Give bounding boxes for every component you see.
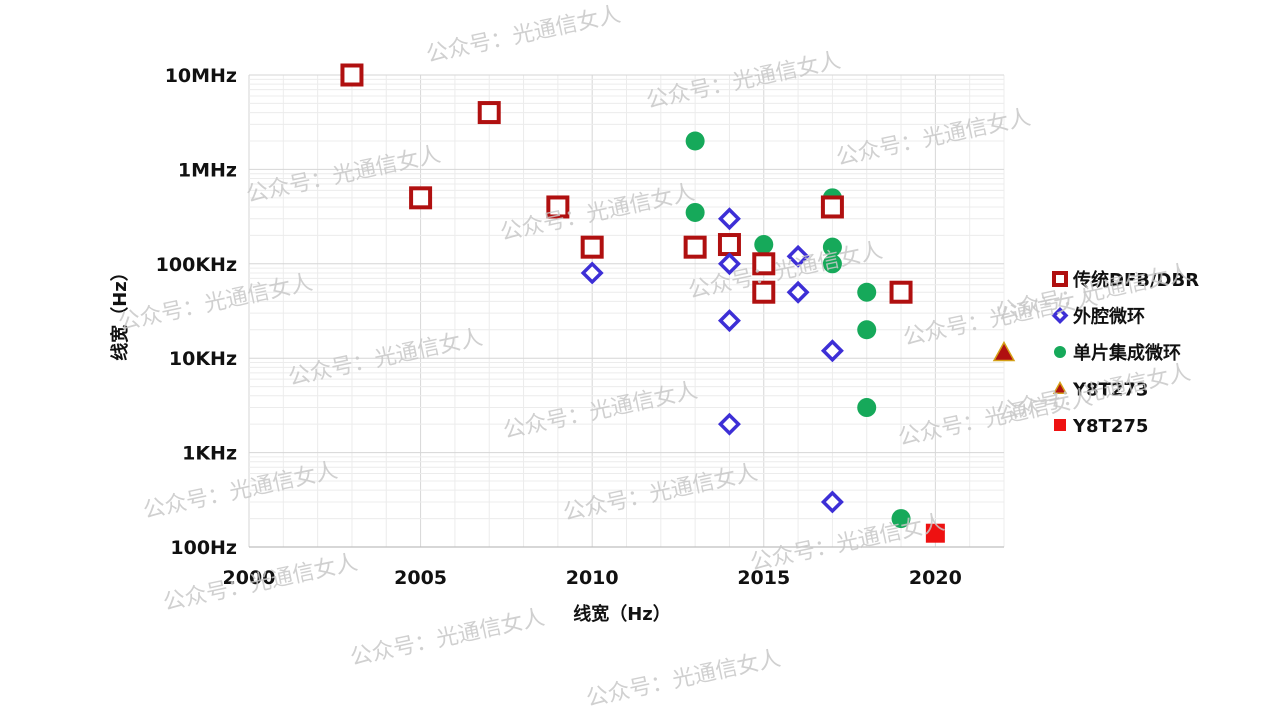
- data-point: [786, 280, 810, 304]
- legend-label: 外腔微环: [1073, 306, 1145, 328]
- data-point: [546, 195, 570, 219]
- watermark-text: 公众号：光通信女人: [686, 238, 885, 304]
- legend-label: 传统DFB/DBR: [1072, 269, 1199, 291]
- data-point: [857, 398, 877, 418]
- data-point: [992, 340, 1016, 362]
- data-point: [857, 320, 877, 340]
- x-tick-label: 2005: [394, 567, 447, 589]
- watermark-text: 公众号：光通信女人: [348, 605, 547, 671]
- data-point: [754, 235, 774, 255]
- legend-marker: [1054, 346, 1066, 358]
- data-point: [717, 309, 741, 333]
- legend-item: Y8T273: [1052, 380, 1148, 401]
- series-1: [580, 207, 844, 514]
- y-tick-label: 10KHz: [169, 348, 237, 370]
- watermark-text: 公众号：光通信女人: [644, 48, 843, 114]
- y-tick-label: 100Hz: [170, 537, 237, 559]
- x-axis-title: 线宽（Hz）: [573, 603, 671, 625]
- data-point: [683, 235, 707, 259]
- watermark-text: 公众号：光通信女人: [424, 2, 623, 68]
- grid: [248, 74, 1005, 548]
- data-point: [580, 235, 604, 259]
- y-tick-label: 1MHz: [178, 159, 237, 181]
- watermark-text: 公众号：光通信女人: [501, 378, 700, 444]
- data-point: [857, 282, 877, 302]
- series-0: [340, 63, 913, 304]
- data-point: [685, 131, 705, 151]
- data-point: [891, 509, 911, 529]
- legend-item: 传统DFB/DBR: [1052, 269, 1199, 291]
- data-point: [717, 207, 741, 231]
- data-point: [889, 280, 913, 304]
- data-point: [786, 244, 810, 268]
- legend-marker: [1052, 271, 1068, 287]
- data-point: [717, 233, 741, 257]
- watermark-text: 公众号：光通信女人: [161, 550, 360, 616]
- x-tick-label: 2015: [737, 567, 790, 589]
- data-point: [477, 101, 501, 125]
- y-tick-label: 10MHz: [165, 65, 237, 87]
- legend-marker: [1051, 307, 1069, 324]
- data-point: [685, 202, 705, 222]
- legend-marker: [1052, 380, 1068, 395]
- legend-item: Y8T275: [1054, 416, 1148, 437]
- series-3: [992, 340, 1016, 362]
- watermark-text: 公众号：光通信女人: [116, 270, 315, 336]
- data-point: [820, 339, 844, 363]
- data-point: [820, 490, 844, 514]
- series-4: [925, 523, 945, 543]
- x-tick-label: 2010: [566, 567, 619, 589]
- data-point: [820, 195, 844, 219]
- legend-marker: [1054, 419, 1066, 431]
- data-point: [717, 412, 741, 436]
- data-point: [717, 252, 741, 276]
- x-tick-label: 2020: [909, 567, 962, 589]
- legend-item: 单片集成微环: [1054, 342, 1181, 364]
- data-point: [752, 252, 776, 276]
- y-axis-title: 线宽（Hz）: [109, 263, 131, 361]
- watermark-text: 公众号：光通信女人: [141, 458, 340, 524]
- data-point: [822, 237, 842, 257]
- data-point: [822, 254, 842, 274]
- x-tick-labels: 2000 2005 2010 2015 2020: [223, 567, 962, 589]
- y-tick-label: 100KHz: [156, 254, 237, 276]
- data-point: [409, 186, 433, 210]
- y-tick-labels: 100Hz 1KHz 10KHz 100KHz 1MHz 10MHz: [156, 65, 237, 559]
- data-point: [580, 261, 604, 285]
- legend-label: 单片集成微环: [1073, 342, 1181, 364]
- watermark-text: 公众号：光通信女人: [834, 105, 1033, 171]
- watermark-text: 公众号：光通信女人: [584, 646, 783, 712]
- data-point: [925, 523, 945, 543]
- legend-item: 外腔微环: [1051, 306, 1145, 328]
- legend-label: Y8T273: [1072, 380, 1148, 401]
- y-tick-label: 1KHz: [182, 443, 237, 465]
- data-points: [340, 63, 1016, 543]
- data-point: [340, 63, 364, 87]
- legend-label: Y8T275: [1072, 416, 1148, 437]
- data-point: [752, 280, 776, 304]
- x-tick-label: 2000: [223, 567, 276, 589]
